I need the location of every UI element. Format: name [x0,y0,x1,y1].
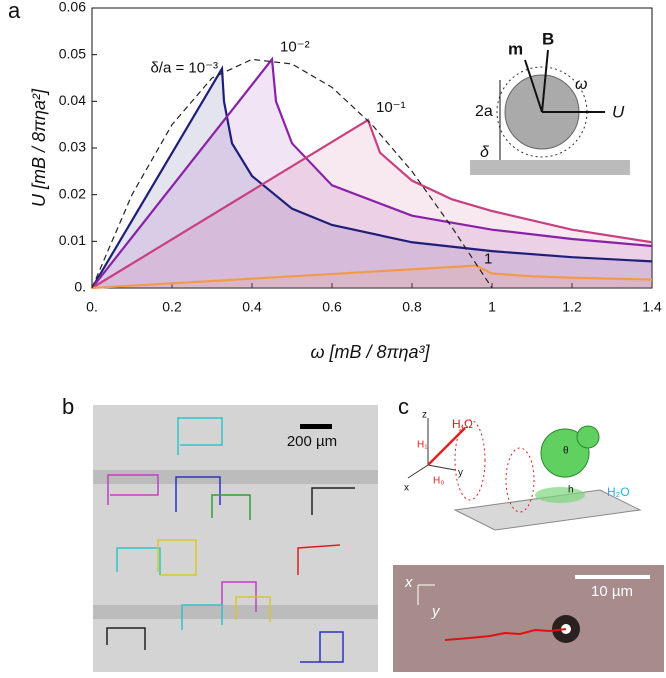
trajectory [177,417,223,455]
field-arrow [427,427,466,466]
y-tick-label: 0.05 [59,45,86,61]
moment-arrow [524,59,543,113]
inset-label: 2a [475,103,493,120]
axis-label: y [431,603,441,620]
trajectory [505,447,535,513]
area-fill [92,68,652,289]
x-axis-label: ω [mB / 8πηa³] [310,342,430,362]
trajectory [106,627,146,650]
series-label: 10⁻¹ [376,99,406,116]
micrograph-b: 200 µm [93,405,378,672]
scale-bar [300,424,332,429]
panel-label: b [62,394,74,419]
axis-line [427,464,456,471]
inset: m B ω U 2a δ [470,29,630,175]
panel-label: c [398,394,409,419]
inset-label: B [542,29,554,48]
area-fill [92,265,652,288]
area-fill [92,120,652,288]
x-tick-label: 0.2 [162,299,182,315]
x-tick-label: 0.6 [322,299,342,315]
substrate [470,160,630,175]
medium-label: H₂O [607,485,630,499]
height-label: h [568,485,574,496]
y-tick-label: 0. [74,279,86,295]
trajectory [157,539,197,576]
micrograph-c: x y 10 µm [393,565,664,672]
scale-bar [575,575,650,579]
x-tick-label: 0.4 [242,299,262,315]
x-tick-label: 1.2 [562,299,582,315]
field-label: H₀ [433,476,444,487]
field-arrow [541,49,549,113]
trajectory [175,476,221,512]
shadow [535,487,585,503]
y-tick-label: 0.01 [59,232,86,248]
x-tick-label: 1 [488,299,496,315]
y-tick-label: 0.02 [59,185,86,201]
trajectory [116,547,161,575]
plot: 0. 0.2 0.4 0.6 0.8 1 1.2 1.4 0. 0.01 0.02 0.03 0.04 0… [59,0,662,315]
inset-label: m [508,39,523,58]
y-tick-label: 0.03 [59,139,86,155]
axis-label: x [404,483,409,494]
trajectory [311,487,355,515]
axis-label: y [458,468,463,479]
schematic-c: z x y H,Ω H₁ H₀ θ h H₂O [404,410,642,531]
inset-label: U [612,102,625,121]
x-tick-label: 1.4 [642,299,662,315]
series-line [91,56,653,289]
scale-bar-label: 200 µm [287,433,337,450]
series-line [91,264,653,290]
panel-label: a [8,0,21,23]
y-axis-label: U [mB / 8πηa²] [29,88,49,207]
series-line [91,118,653,289]
axis-label: x [404,574,413,591]
y-tick-label: 0.06 [59,0,86,15]
trajectory [444,628,567,641]
series-label: 1 [484,251,492,268]
series-line [91,58,493,289]
image [393,565,664,672]
x-tick-label: 0. [86,299,98,315]
y-tick-label: 0.04 [59,92,86,108]
sphere [540,428,590,478]
series-line [91,65,653,289]
inset-label: ω [575,76,587,93]
trajectory [297,544,341,575]
trajectory [181,604,223,630]
trajectory [300,631,344,663]
field-label: H,Ω [452,417,473,431]
angle-label: θ [563,446,569,457]
scale-bar-label: 10 µm [591,583,633,600]
field-rotation [454,419,486,501]
series-label: 10⁻² [280,38,310,55]
area-fill [92,59,652,289]
inset-label: δ [480,144,490,161]
series-label: δ/a = 10⁻³ [150,60,218,77]
trajectory [235,596,271,622]
stripe [93,470,378,484]
axis-line [407,464,429,479]
field-label: H₁ [417,440,428,451]
sphere-small [576,425,600,449]
trajectory [107,474,159,505]
trajectory [211,494,251,520]
x-tick-label: 0.8 [402,299,422,315]
axis-label: z [422,410,427,421]
